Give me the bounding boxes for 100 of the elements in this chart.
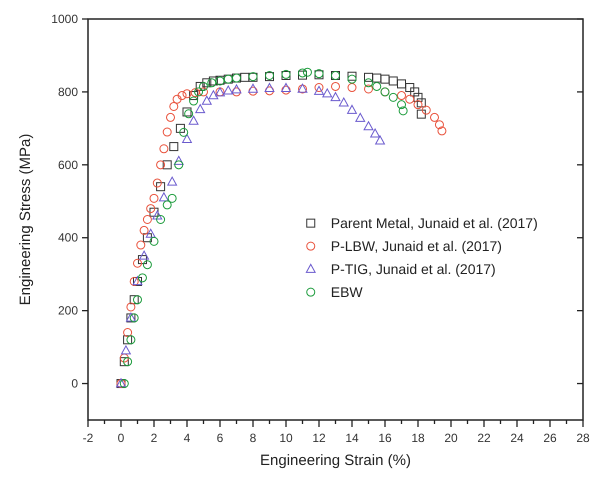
point (347, 104, 357, 114)
point (330, 92, 340, 102)
x-tick-label: 12 (312, 431, 326, 445)
point (138, 255, 147, 264)
point (150, 194, 158, 203)
point (322, 88, 332, 98)
point (264, 82, 274, 92)
point (166, 112, 175, 122)
x-axis-title: Engineering Strain (%) (260, 452, 411, 469)
point (348, 74, 356, 84)
point (140, 226, 149, 235)
point (397, 91, 406, 100)
point (168, 194, 177, 203)
point (281, 82, 291, 92)
y-tick-label: 600 (58, 158, 78, 172)
point (414, 100, 422, 110)
point (380, 74, 390, 84)
point (130, 295, 139, 304)
point (405, 94, 414, 104)
y-tick-label: 400 (58, 230, 78, 245)
point (130, 276, 139, 286)
point (152, 210, 162, 220)
point (169, 102, 178, 111)
point (130, 313, 139, 322)
point (121, 345, 131, 354)
point (232, 87, 241, 96)
point (437, 126, 446, 136)
y-tick-label: 200 (58, 304, 78, 318)
point (422, 106, 431, 115)
point (355, 112, 366, 122)
point (314, 83, 324, 92)
point (174, 160, 184, 170)
point (410, 87, 420, 96)
x-tick-label: 28 (576, 431, 590, 445)
point (199, 82, 208, 91)
point (179, 128, 188, 137)
point (159, 192, 169, 202)
point (430, 112, 439, 122)
point (240, 72, 250, 82)
point (416, 110, 426, 119)
point (123, 357, 132, 366)
point (162, 160, 172, 170)
point (331, 82, 340, 91)
x-tick-label: 6 (216, 431, 224, 445)
legend-label: P-TIG, Junaid et al. (2017) (330, 261, 496, 278)
x-tick-label: 10 (279, 431, 293, 445)
point (142, 260, 152, 270)
x-tick-label: 24 (510, 431, 524, 445)
point (194, 87, 204, 96)
point (298, 68, 307, 78)
point (405, 83, 414, 92)
point (174, 156, 184, 165)
point (120, 354, 129, 363)
point (176, 124, 185, 133)
point (136, 240, 146, 250)
point (375, 135, 385, 144)
point (338, 98, 349, 107)
point (156, 215, 166, 224)
point (126, 302, 136, 312)
point (372, 82, 382, 91)
point (314, 86, 324, 95)
x-tick-label: -2 (82, 431, 94, 445)
point (302, 68, 312, 77)
x-tick-label: 20 (444, 431, 458, 445)
point (398, 106, 408, 116)
point (397, 100, 406, 110)
point (182, 89, 192, 98)
x-tick-label: 2 (150, 431, 158, 445)
point (282, 86, 290, 95)
point (397, 79, 406, 88)
x-tick-label: 26 (543, 431, 557, 445)
point (146, 204, 156, 214)
point (156, 182, 166, 192)
point (152, 178, 162, 188)
point (195, 104, 206, 114)
point (434, 120, 444, 130)
point (189, 96, 198, 106)
x-tick-label: 0 (118, 431, 125, 445)
point (120, 357, 129, 366)
point (232, 84, 242, 94)
point (202, 96, 212, 105)
point (388, 76, 398, 86)
point (138, 273, 147, 282)
point (196, 82, 205, 91)
y-tick-label: 800 (58, 84, 78, 99)
point (202, 78, 212, 88)
point (348, 72, 356, 81)
y-tick-label: 1000 (51, 12, 78, 26)
point (388, 92, 398, 102)
point (123, 328, 132, 338)
point (416, 98, 426, 108)
point (126, 335, 136, 344)
point (150, 208, 158, 217)
point (150, 236, 158, 246)
point (190, 88, 200, 98)
y-axis-title: Engineering Stress (MPa) (17, 134, 34, 306)
x-tick-label: 4 (184, 431, 191, 445)
point (189, 91, 198, 100)
point (172, 94, 182, 104)
point (265, 86, 274, 96)
